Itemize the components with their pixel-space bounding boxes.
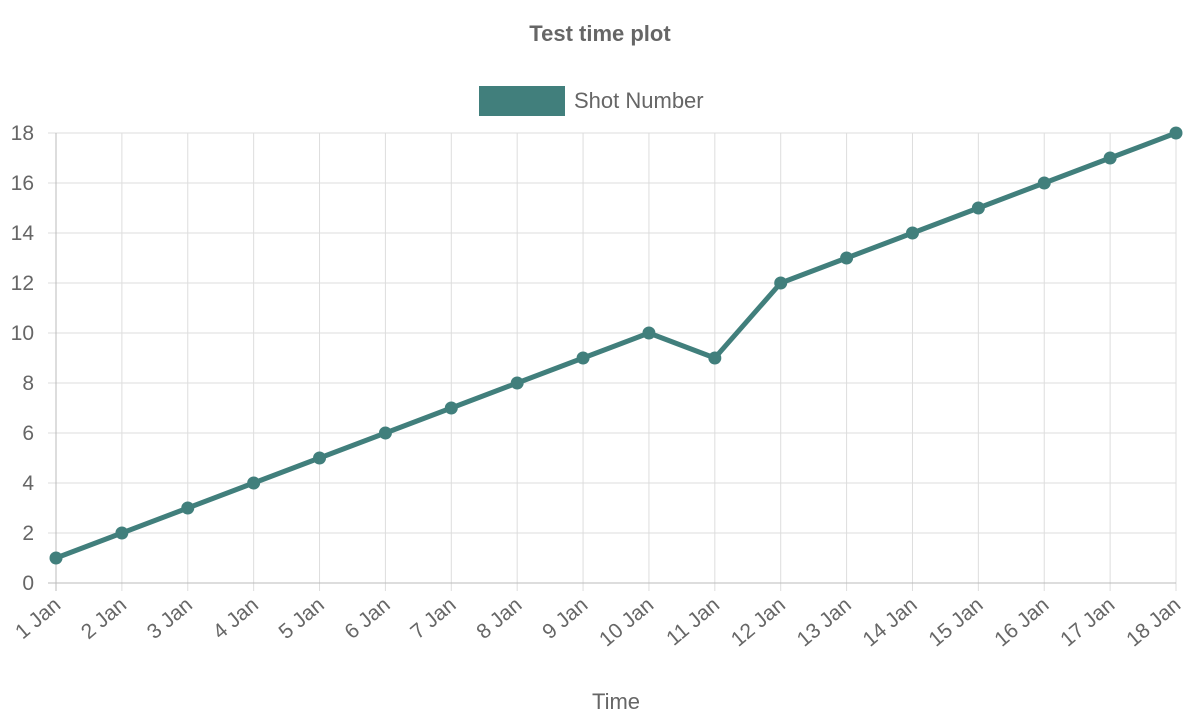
grid [48, 132, 1177, 591]
data-point[interactable] [115, 526, 129, 540]
x-tick-label: 8 Jan [472, 593, 526, 644]
data-point[interactable] [444, 401, 458, 415]
data-point[interactable] [971, 201, 985, 215]
legend-swatch[interactable] [479, 86, 565, 116]
data-point[interactable] [708, 351, 722, 365]
x-tick-label: 1 Jan [11, 593, 65, 644]
data-point[interactable] [1169, 126, 1183, 140]
y-tick-label: 10 [11, 322, 34, 345]
data-point[interactable] [774, 276, 788, 290]
x-tick-label: 11 Jan [662, 593, 724, 650]
y-tick-label: 16 [11, 172, 34, 195]
x-tick-label: 2 Jan [77, 593, 131, 644]
data-point[interactable] [1037, 176, 1051, 190]
axes [48, 133, 1176, 591]
data-point[interactable] [378, 426, 392, 440]
x-tick-label: 5 Jan [275, 593, 329, 644]
chart-title: Test time plot [529, 21, 671, 46]
y-tick-label: 6 [22, 422, 34, 445]
x-tick-label: 12 Jan [727, 593, 790, 651]
x-tick-label: 15 Jan [924, 593, 987, 651]
x-tick-label: 13 Jan [793, 593, 856, 651]
data-point[interactable] [1103, 151, 1117, 165]
data-point[interactable] [49, 551, 63, 565]
legend-label[interactable]: Shot Number [574, 88, 704, 113]
series-shot-number [49, 126, 1183, 565]
data-point[interactable] [642, 326, 656, 340]
series-line [53, 130, 1179, 561]
x-axis-ticks: 1 Jan 2 Jan 3 Jan 4 Jan 5 Jan 6 Jan 7 Jan 8 Jan… [11, 593, 1185, 651]
x-axis-title: Time [592, 689, 640, 714]
x-tick-label: 14 Jan [859, 593, 922, 651]
x-tick-label: 18 Jan [1122, 593, 1185, 651]
legend[interactable]: Shot Number [479, 86, 704, 116]
data-point[interactable] [247, 476, 261, 490]
x-tick-label: 4 Jan [209, 593, 263, 644]
y-tick-label: 2 [22, 522, 34, 545]
y-tick-label: 4 [22, 472, 34, 495]
data-point[interactable] [313, 451, 327, 465]
data-point[interactable] [576, 351, 590, 365]
y-axis-ticks: 0 2 4 6 8 10 12 14 16 18 [11, 122, 35, 595]
x-tick-label: 6 Jan [340, 593, 394, 644]
x-tick-label: 10 Jan [595, 593, 658, 651]
y-tick-label: 18 [11, 122, 34, 145]
data-point[interactable] [905, 226, 919, 240]
y-tick-label: 8 [22, 372, 34, 395]
y-tick-label: 0 [22, 572, 34, 595]
x-tick-label: 17 Jan [1056, 593, 1119, 651]
x-tick-label: 7 Jan [406, 593, 460, 644]
y-tick-label: 12 [11, 272, 34, 295]
y-tick-label: 14 [11, 222, 35, 245]
data-point[interactable] [181, 501, 195, 515]
data-point[interactable] [510, 376, 524, 390]
data-point[interactable] [840, 251, 854, 265]
x-tick-label: 3 Jan [143, 593, 197, 644]
x-tick-label: 16 Jan [990, 593, 1053, 651]
x-tick-label: 9 Jan [538, 593, 592, 644]
